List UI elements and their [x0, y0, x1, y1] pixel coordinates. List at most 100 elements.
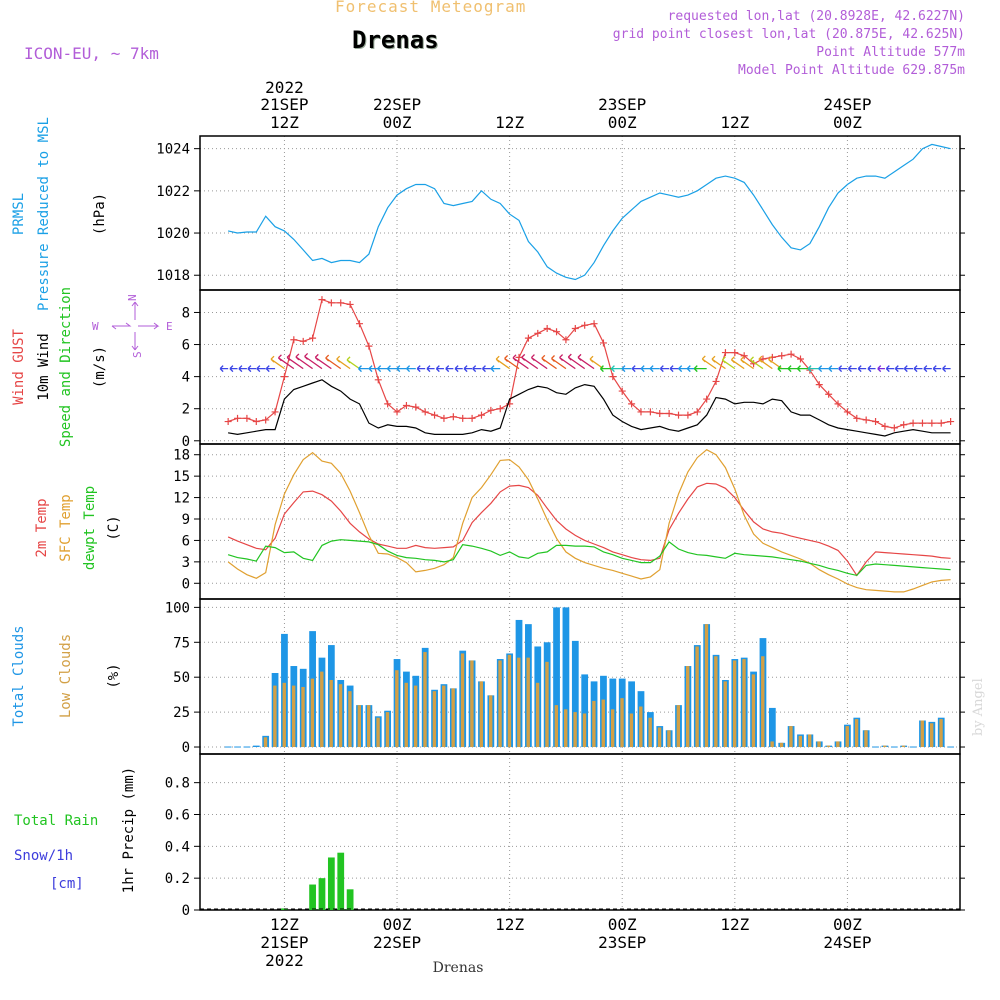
wind-arrow	[750, 356, 764, 370]
wind-arrow	[386, 365, 398, 373]
low-cloud-bar	[460, 653, 465, 748]
gust-point	[853, 414, 861, 422]
rain-bar	[346, 889, 354, 910]
y-tick-label: 6	[182, 533, 190, 549]
y-tick-label: 4	[182, 370, 190, 386]
pressure-label: Pressure Reduced to MSL	[36, 117, 52, 311]
low-cloud-bar	[901, 745, 906, 748]
day-label: 22SEP	[373, 95, 421, 114]
wind-arrow	[828, 365, 839, 373]
wind-arrow	[649, 365, 660, 373]
compass-s: S	[131, 351, 144, 358]
low-cloud-bar	[789, 726, 793, 748]
wind-arrow	[659, 365, 670, 373]
wind-arrow	[551, 355, 567, 370]
y-tick-label: 0	[182, 740, 190, 756]
gust-point	[787, 350, 795, 358]
wind-arrow	[541, 354, 557, 370]
gust-point	[900, 421, 908, 429]
panel-frame	[199, 135, 961, 291]
low-cloud-bar	[779, 742, 784, 748]
low-cloud-bar	[451, 688, 455, 748]
chart-title: Forecast Meteogram	[335, 0, 527, 16]
low-cloud-bar	[807, 734, 812, 748]
y-tick-label: 3	[182, 555, 190, 571]
year-label: 2022	[265, 951, 304, 970]
gust-point	[909, 419, 917, 427]
low-cloud-bar	[442, 685, 446, 748]
total-cloud-bar	[571, 640, 579, 748]
series-line-2m-temp	[227, 482, 951, 577]
gust-point	[262, 416, 270, 424]
gust-point	[224, 418, 232, 426]
y-tick-label: 1018	[156, 268, 190, 284]
wind-arrow	[631, 365, 641, 373]
gust-point	[496, 405, 504, 413]
low-cloud-bar	[470, 660, 474, 748]
low-cloud-bar	[273, 685, 277, 748]
hour-label: 12Z	[270, 915, 299, 934]
wind-arrow	[445, 365, 454, 373]
wind-arrow	[304, 352, 323, 370]
wind-arrow	[396, 365, 407, 373]
wind-arrow	[559, 354, 576, 370]
wind-arrow	[238, 365, 247, 373]
compass-w: W	[92, 320, 99, 333]
low-cloud-bar	[554, 705, 559, 748]
wind-arrow	[701, 355, 717, 370]
gust-point	[618, 387, 626, 395]
low-cloud-bar	[676, 705, 681, 748]
low-cloud-bar	[338, 684, 343, 748]
wind-arrow	[758, 355, 773, 370]
wind-arrow	[426, 365, 435, 373]
low-cloud-bar	[517, 657, 521, 748]
low-cloud-bar	[357, 705, 362, 748]
low-cloud-bar	[639, 706, 643, 748]
y-tick-label: 75	[173, 635, 190, 651]
low-cloud-bar	[498, 660, 502, 748]
rain-bar	[337, 852, 345, 910]
gust-point	[796, 355, 804, 363]
wind-arrow	[923, 365, 932, 373]
panel-frame	[199, 443, 961, 600]
y-tick-label: 18	[173, 448, 190, 464]
low-cloud-bar	[704, 624, 709, 748]
wind-arrow	[711, 355, 726, 370]
hour-label: 00Z	[833, 915, 862, 934]
total-cloud-bar	[581, 674, 589, 748]
low-cloud-bar	[564, 709, 568, 748]
low-cloud-bar	[629, 713, 634, 748]
gust-point	[327, 299, 335, 307]
low-cloud-bar	[826, 745, 831, 748]
y-tick-label: 0.2	[165, 871, 190, 887]
compass-rose: W E N S	[92, 294, 173, 358]
wind-arrow	[482, 365, 491, 373]
gust-point	[843, 408, 851, 416]
series-line-prmsl	[227, 143, 951, 281]
gust-point	[524, 334, 532, 342]
model-altitude: Model Point Altitude 629.875m	[738, 63, 965, 78]
gust-point	[356, 320, 364, 328]
gust-point	[412, 403, 420, 411]
hour-label: 00Z	[608, 915, 637, 934]
low-cloud-bar	[582, 713, 587, 748]
low-cloud-bar	[667, 730, 671, 748]
wind-arrow	[885, 365, 895, 373]
wind-arrow	[336, 355, 351, 370]
day-label: 21SEP	[260, 95, 308, 114]
total-cloud-bar	[562, 607, 570, 748]
hour-label: 12Z	[495, 915, 524, 934]
gust-point	[599, 339, 607, 347]
low-cloud-bar	[845, 726, 849, 748]
gust-point	[665, 410, 673, 418]
wind-arrow	[512, 354, 529, 370]
low-cloud-bar	[592, 700, 596, 748]
low-cloud-bar	[864, 730, 868, 748]
low-cloud-bar	[282, 682, 286, 748]
hour-label: 00Z	[833, 113, 862, 132]
gust-point	[234, 414, 242, 422]
wind-dir-label: Speed and Direction	[58, 287, 74, 447]
gust-point	[421, 408, 429, 416]
